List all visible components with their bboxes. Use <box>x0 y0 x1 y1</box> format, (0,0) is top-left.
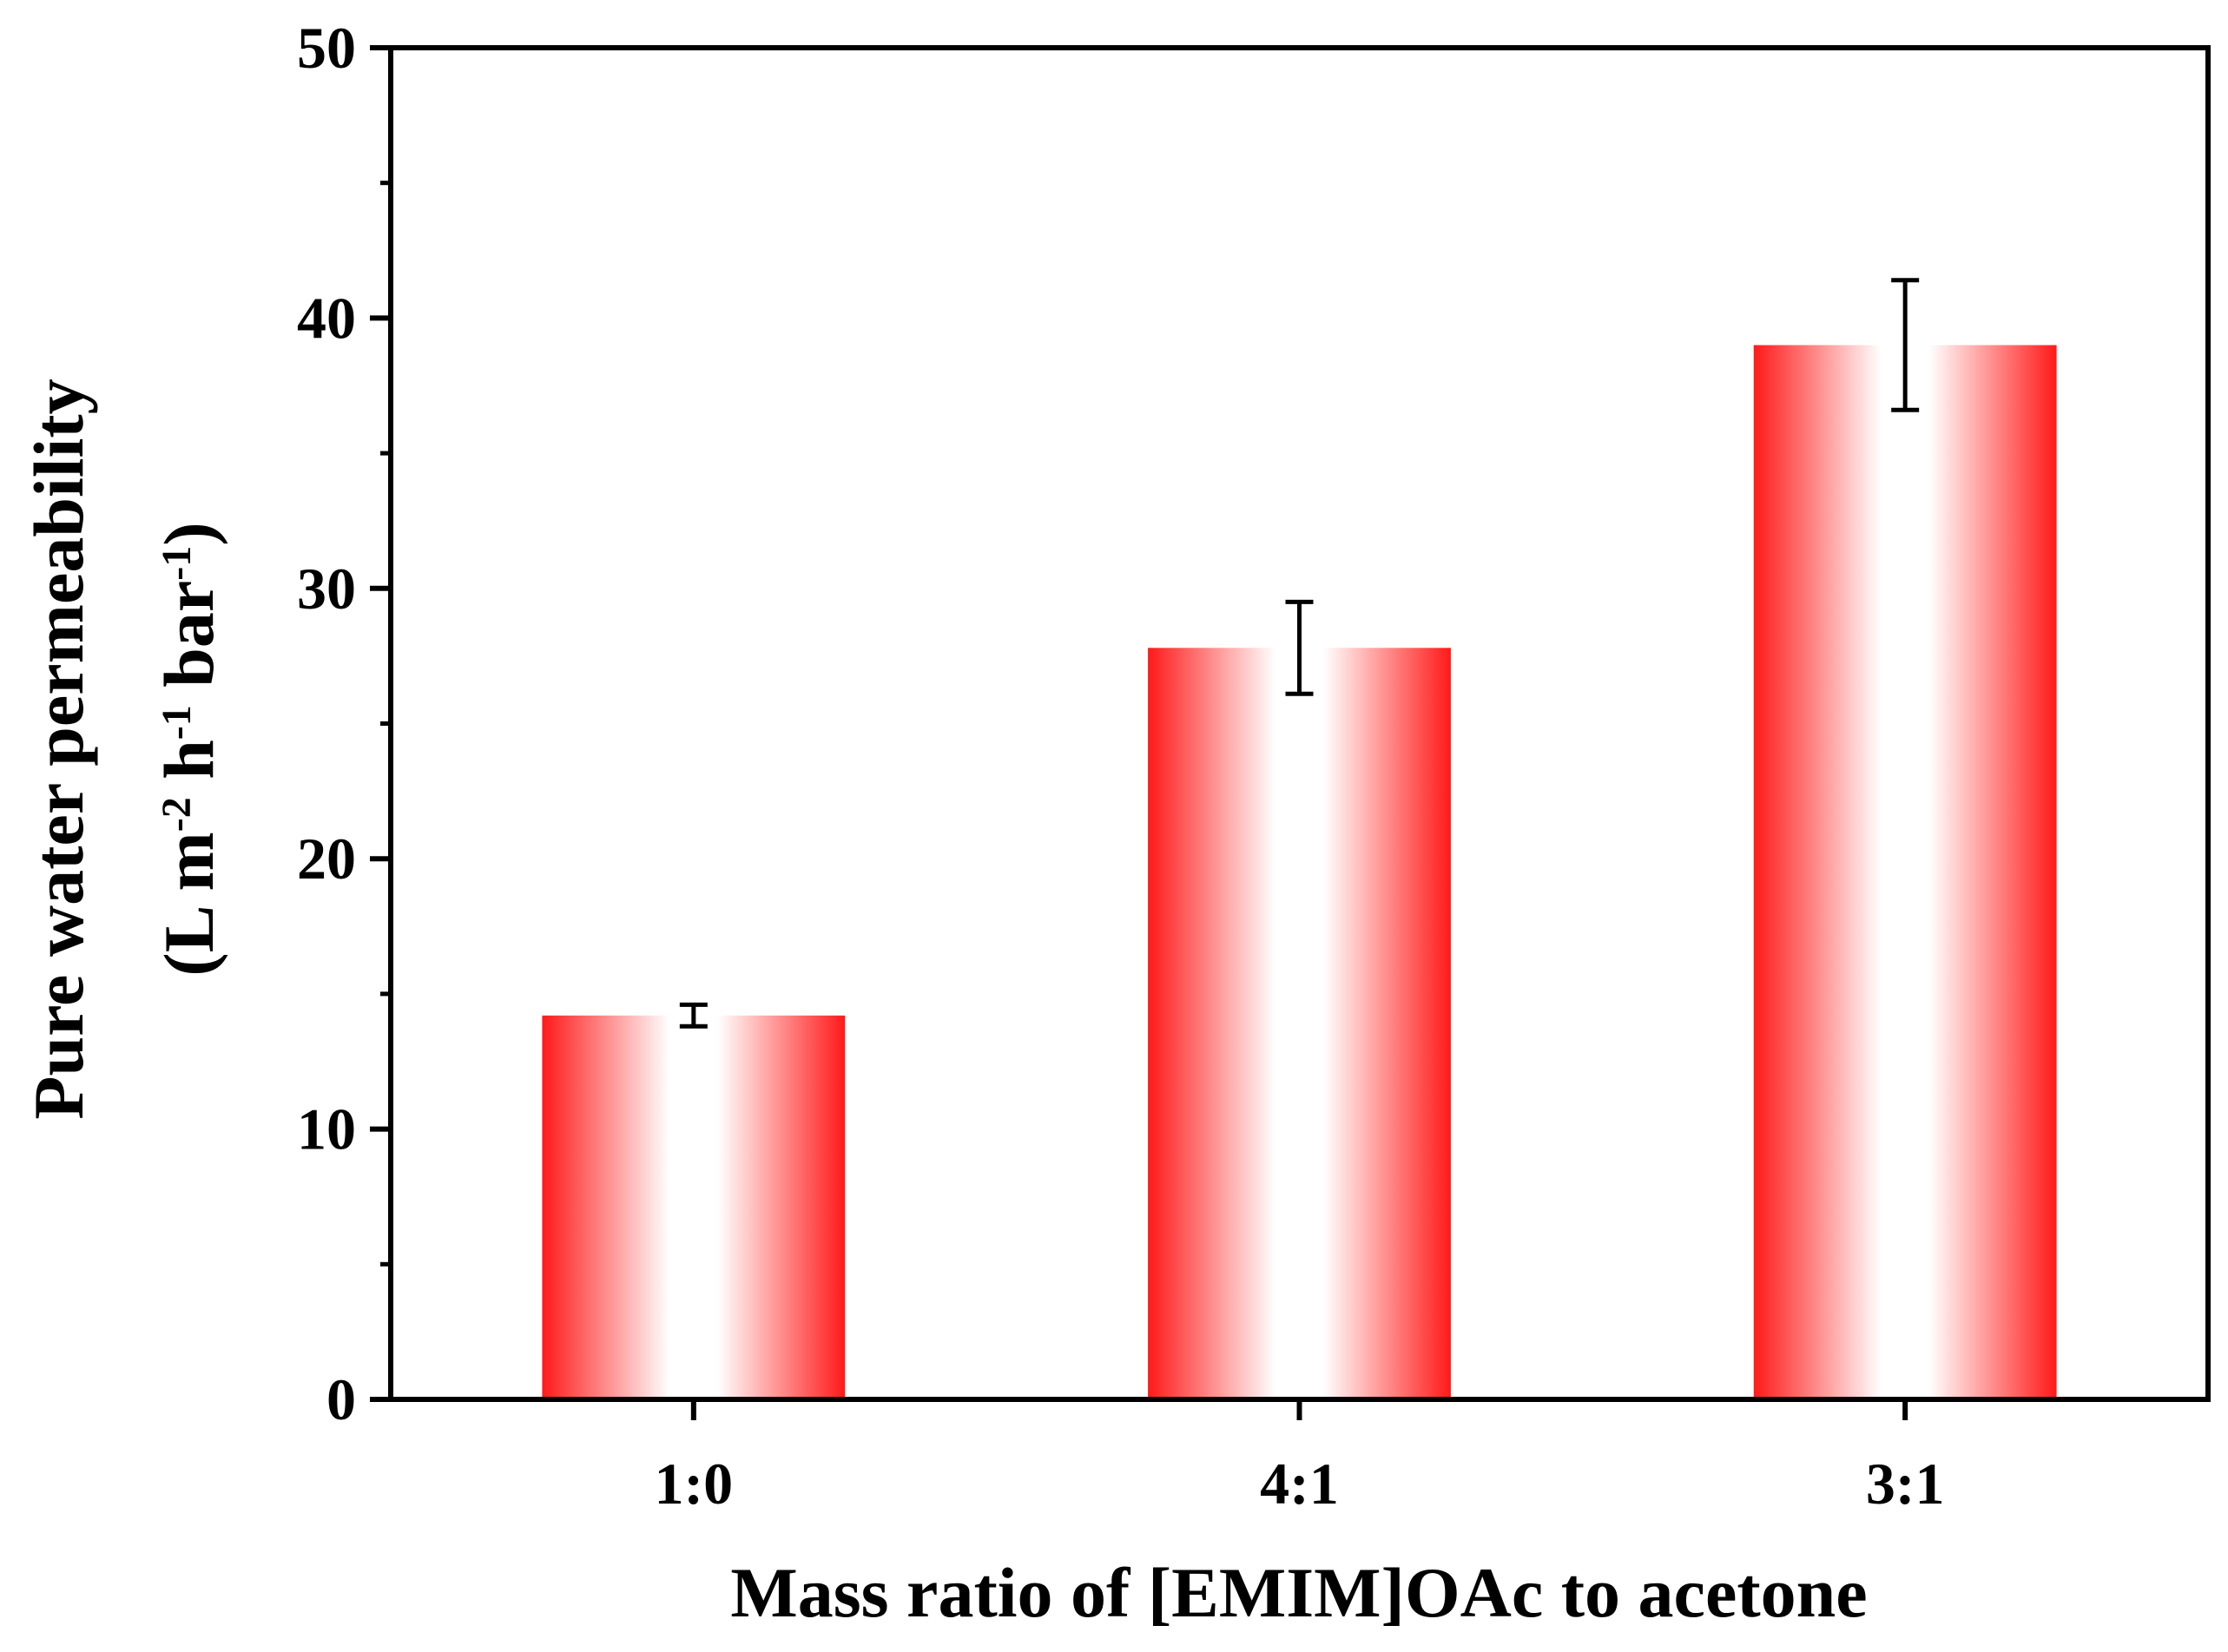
x-tick-label: 4:1 <box>1260 1451 1339 1517</box>
x-tick-label: 1:0 <box>655 1451 734 1517</box>
y-axis-title-line2: (L m-2 h-1 bar-1) <box>149 522 228 976</box>
x-axis-ticks: 1:0 4:1 3:1 <box>655 1399 1945 1517</box>
ylabel-part-0: (L m <box>149 832 228 976</box>
y-tick-label: 0 <box>326 1366 356 1432</box>
y-tick-label: 30 <box>297 556 356 622</box>
y-axis-ticks: 0 10 20 30 40 50 <box>297 15 391 1432</box>
x-tick-label: 3:1 <box>1866 1451 1945 1517</box>
bar-1:0 <box>542 1015 846 1399</box>
y-axis-title-line1: Pure water permeability <box>19 378 98 1119</box>
bars-group <box>542 345 2057 1399</box>
y-tick-label: 10 <box>297 1096 356 1162</box>
ylabel-part-5: -1 <box>154 546 200 581</box>
y-tick-label: 40 <box>297 285 356 351</box>
bar-4:1 <box>1148 648 1451 1399</box>
y-axis-title: Pure water permeability (L m-2 h-1 bar-1… <box>19 378 228 1119</box>
ylabel-part-6: ) <box>149 522 228 545</box>
y-tick-label: 50 <box>297 15 356 81</box>
ylabel-part-4: bar <box>149 581 228 706</box>
error-bars-group <box>679 278 1920 1029</box>
y-tick-label: 20 <box>297 826 356 892</box>
ylabel-part-1: -2 <box>154 797 200 832</box>
bar-3:1 <box>1753 345 2057 1399</box>
x-axis-title: Mass ratio of [EMIM]OAc to acetone <box>730 1553 1867 1632</box>
ylabel-part-2: h <box>149 740 228 797</box>
ylabel-part-3: -1 <box>154 705 200 740</box>
